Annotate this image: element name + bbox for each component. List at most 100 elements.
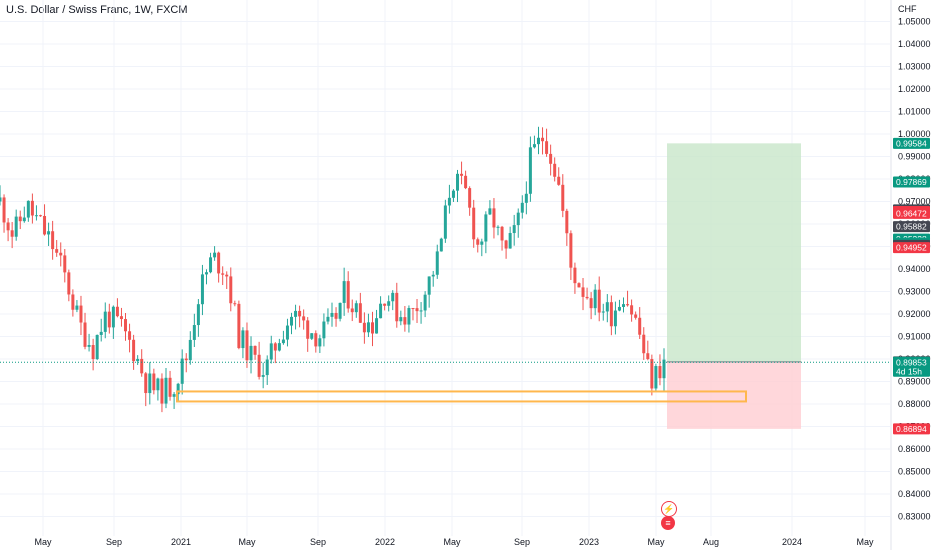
- candle-body: [516, 212, 520, 226]
- candle-body: [290, 316, 294, 326]
- candle-body: [569, 233, 573, 268]
- candle-body: [638, 317, 642, 335]
- x-tick-label: 2023: [579, 537, 599, 547]
- candle-body: [646, 353, 650, 360]
- candle-body: [306, 320, 310, 339]
- candle-body: [411, 308, 415, 310]
- candle-body: [362, 322, 366, 333]
- price-label-text: 0.94952: [896, 243, 927, 253]
- candle-body: [589, 298, 593, 309]
- price-label: 0.97869: [893, 176, 930, 188]
- candle-body: [536, 137, 540, 145]
- y-tick-label: 0.92000: [898, 309, 931, 319]
- candle-body: [585, 296, 589, 299]
- candle-body: [601, 311, 605, 313]
- candle-body: [192, 325, 196, 340]
- candle-body: [642, 334, 646, 354]
- candle-body: [528, 147, 532, 194]
- candle-body: [265, 359, 269, 376]
- price-label-bg: [893, 356, 930, 377]
- candle-body: [140, 358, 144, 374]
- candle-body: [79, 305, 83, 323]
- candle-body: [383, 303, 387, 306]
- candle-body: [67, 272, 71, 295]
- price-label-text: 0.99584: [896, 138, 927, 148]
- candle-body: [6, 222, 10, 231]
- candle-body: [545, 141, 549, 154]
- candle-body: [626, 304, 630, 306]
- candle-body: [51, 231, 55, 250]
- candle-body: [565, 210, 569, 234]
- y-tick-label: 0.99000: [898, 152, 931, 162]
- candle-body: [253, 345, 257, 355]
- y-tick-label: 0.83000: [898, 512, 931, 522]
- candle-body: [387, 301, 391, 306]
- candle-body: [0, 197, 2, 202]
- candle-body: [273, 343, 277, 351]
- candle-body: [577, 283, 581, 288]
- candle-body: [294, 310, 298, 317]
- y-tick-label: 0.85000: [898, 467, 931, 477]
- price-label: 0.99584: [893, 137, 930, 149]
- flag-icon[interactable]: ≡: [661, 516, 675, 530]
- candle-body: [423, 294, 427, 311]
- candle-body: [476, 239, 480, 245]
- price-label-text: 0.97869: [896, 177, 927, 187]
- candle-body: [91, 345, 95, 360]
- candle-body: [148, 373, 152, 394]
- y-tick-label: 1.03000: [898, 62, 931, 72]
- candle-body: [427, 276, 431, 295]
- candle-body: [435, 251, 439, 275]
- candle-body: [14, 216, 18, 237]
- candle-body: [520, 202, 524, 213]
- x-tick-label: May: [647, 537, 665, 547]
- candle-body: [496, 226, 500, 228]
- candle-body: [326, 316, 330, 322]
- candle-body: [221, 273, 225, 275]
- x-tick-label: May: [856, 537, 874, 547]
- candle-body: [156, 378, 160, 391]
- candle-body: [119, 316, 123, 320]
- candle-body: [532, 144, 536, 148]
- price-label-bg: [893, 423, 930, 435]
- y-tick-label: 0.86000: [898, 444, 931, 454]
- price-label-text: 0.89853: [896, 357, 927, 367]
- price-label-text: 0.86894: [896, 424, 927, 434]
- candle-body: [480, 241, 484, 245]
- candle-body: [456, 173, 460, 191]
- candle-body: [34, 215, 38, 217]
- candle-body: [358, 303, 362, 323]
- candle-body: [241, 330, 245, 349]
- candle-body: [460, 173, 464, 176]
- price-labels: 0.995840.978690.966270.965580.964720.958…: [893, 137, 930, 435]
- candle-body: [346, 281, 350, 309]
- lightning-icon[interactable]: ⚡: [661, 501, 677, 517]
- x-tick-label: 2021: [171, 537, 191, 547]
- candle-body: [447, 197, 451, 206]
- y-tick-label: 1.04000: [898, 39, 931, 49]
- x-tick-label: 2022: [375, 537, 395, 547]
- candle-body: [630, 305, 634, 315]
- price-label: 0.86894: [893, 423, 930, 435]
- candle-body: [83, 322, 87, 347]
- x-tick-label: Sep: [106, 537, 122, 547]
- price-label-bg: [893, 207, 930, 219]
- candle-body: [605, 302, 609, 312]
- candle-body: [419, 310, 423, 312]
- price-label-bg: [893, 242, 930, 254]
- candle-body: [59, 252, 63, 256]
- candle-body: [233, 303, 237, 305]
- candle-body: [225, 274, 229, 277]
- price-label-bg: [893, 221, 930, 233]
- candle-body: [184, 358, 188, 361]
- candle-body: [524, 193, 528, 203]
- loss-zone: [667, 361, 801, 429]
- price-label-text: 0.96472: [896, 208, 927, 218]
- candle-body: [468, 188, 472, 208]
- candle-body: [71, 294, 75, 310]
- candle-body: [128, 331, 132, 340]
- candle-body: [504, 240, 508, 249]
- candle-body: [439, 238, 443, 252]
- candle-body: [152, 373, 156, 391]
